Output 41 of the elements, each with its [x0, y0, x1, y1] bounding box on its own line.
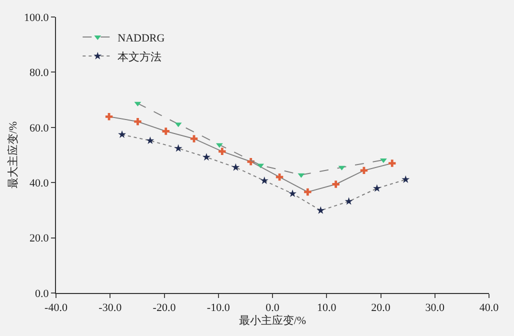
point [146, 136, 154, 144]
point [402, 175, 410, 183]
point [344, 197, 353, 205]
point [316, 206, 325, 214]
y-tick-label: 80.0 [30, 67, 50, 80]
y-tick-label: 40.0 [30, 177, 50, 190]
x-tick-label: 40.0 [479, 302, 500, 314]
point [276, 173, 284, 181]
legend-label: 本文方法 [118, 50, 162, 64]
point [174, 144, 182, 152]
y-tick-label: 0.0 [35, 288, 50, 300]
point [118, 130, 126, 138]
point [288, 189, 297, 198]
point [232, 163, 240, 171]
point [134, 118, 142, 126]
y-axis-title: 最大主应变/% [6, 121, 20, 189]
x-tick-label: 20.0 [371, 302, 391, 314]
point [202, 153, 210, 161]
x-tick-label: -40.0 [44, 302, 68, 314]
point [190, 135, 198, 142]
point [372, 184, 381, 192]
point [162, 128, 170, 135]
x-axis-title: 最小主应变/% [238, 314, 306, 328]
x-tick-label: -30.0 [98, 302, 122, 314]
x-tick-label: 30.0 [425, 302, 446, 314]
point [260, 176, 268, 184]
point [218, 148, 226, 156]
y-tick-label: 60.0 [30, 122, 50, 134]
legend-label: NADDRG [118, 32, 165, 44]
x-tick-label: 0.0 [266, 302, 280, 314]
point [388, 160, 396, 167]
point [216, 143, 223, 148]
x-tick-label: 10.0 [317, 302, 337, 314]
x-tick-label: -20.0 [152, 302, 176, 314]
point [332, 180, 340, 188]
y-tick-label: 100.0 [24, 12, 50, 24]
x-tick-label: -10.0 [206, 302, 230, 314]
point [304, 188, 312, 196]
point [380, 158, 387, 163]
point [105, 113, 113, 120]
y-tick-label: 20.0 [30, 232, 50, 245]
